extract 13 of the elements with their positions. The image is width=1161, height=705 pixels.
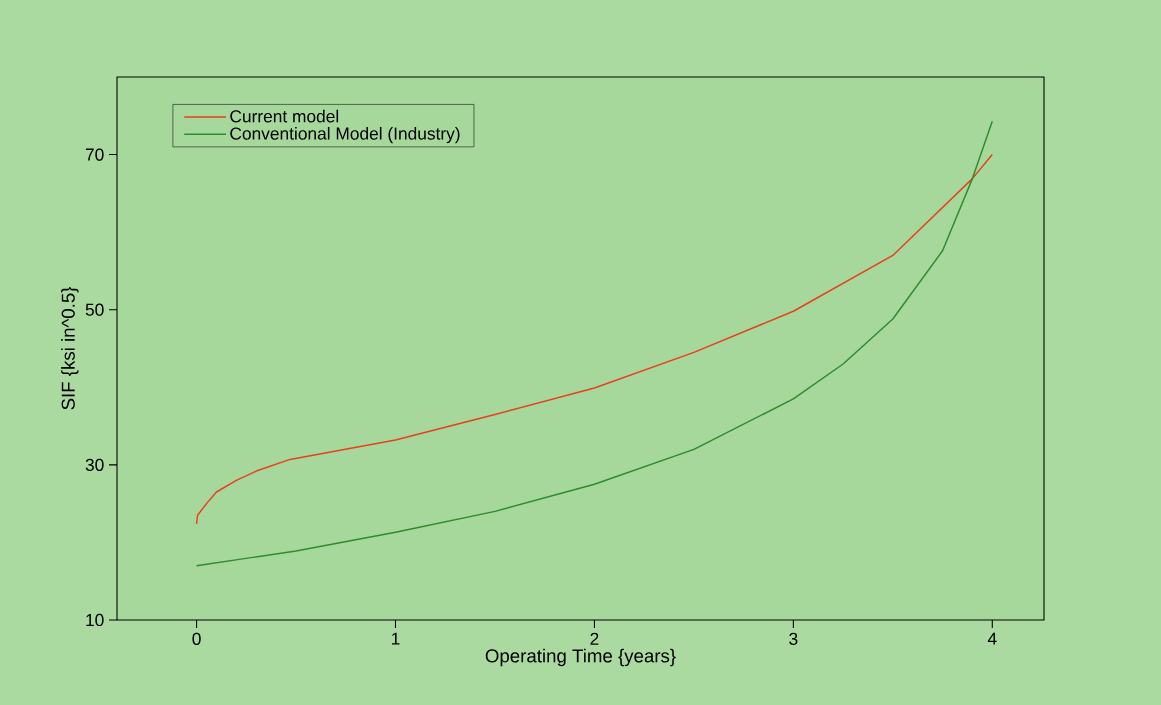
y-tick-label: 30 [85, 458, 104, 471]
x-tick-label: 4 [987, 632, 997, 645]
y-tick-label: 70 [85, 148, 104, 161]
x-tick-label: 2 [590, 632, 599, 645]
x-tick-label: 0 [192, 632, 201, 645]
y-tick-label: 50 [85, 303, 104, 316]
y-tick-label: 10 [86, 613, 104, 627]
y-axis-title: SIF {ksi in^0.5} [61, 286, 79, 410]
legend-label: Current model [230, 109, 339, 123]
x-axis-title: Operating Time {years} [485, 648, 676, 667]
legend-label: Conventional Model (Industry) [230, 126, 460, 144]
x-tick-label: 3 [789, 632, 798, 645]
x-tick-label: 1 [392, 632, 400, 645]
